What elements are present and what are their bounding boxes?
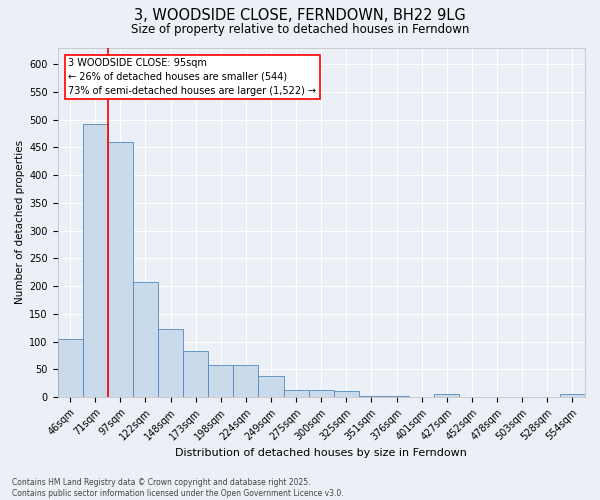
Text: Contains HM Land Registry data © Crown copyright and database right 2025.
Contai: Contains HM Land Registry data © Crown c… [12,478,344,498]
Bar [58,339,83,397]
Bar [133,282,158,397]
Bar [409,396,434,397]
X-axis label: Distribution of detached houses by size in Ferndown: Distribution of detached houses by size … [175,448,467,458]
Bar [108,142,133,397]
Text: 3 WOODSIDE CLOSE: 95sqm
← 26% of detached houses are smaller (544)
73% of semi-d: 3 WOODSIDE CLOSE: 95sqm ← 26% of detache… [68,58,316,96]
Y-axis label: Number of detached properties: Number of detached properties [15,140,25,304]
Bar [560,394,585,397]
Bar [509,396,535,397]
Bar [183,351,208,397]
Bar [158,329,183,397]
Text: 3, WOODSIDE CLOSE, FERNDOWN, BH22 9LG: 3, WOODSIDE CLOSE, FERNDOWN, BH22 9LG [134,8,466,22]
Bar [308,390,334,397]
Bar [284,390,308,397]
Bar [434,394,460,397]
Bar [83,124,108,397]
Bar [259,376,284,397]
Bar [233,365,259,397]
Bar [460,396,485,397]
Bar [208,365,233,397]
Bar [359,396,384,397]
Bar [334,391,359,397]
Bar [384,396,409,397]
Text: Size of property relative to detached houses in Ferndown: Size of property relative to detached ho… [131,22,469,36]
